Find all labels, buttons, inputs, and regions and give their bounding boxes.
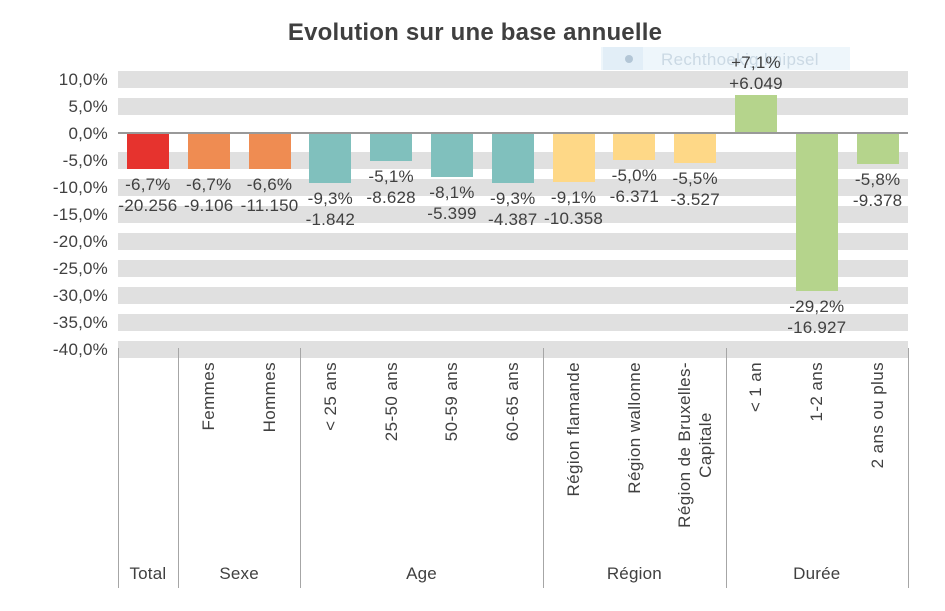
y-axis-tick-label: 5,0% [68,96,108,116]
category-label: Hommes [260,362,280,433]
y-axis-tick-label: 10,0% [58,69,108,89]
bar [126,133,169,170]
bar-abs-label: -16.927 [787,317,847,337]
bar-pct-label: -6,6% [246,174,293,194]
bar-abs-label: -11.150 [240,195,299,215]
category-label: Région wallonne [624,362,644,494]
bar-pct-label: -5,1% [368,166,414,186]
bar [734,94,777,133]
group-separator-line [543,348,545,588]
chart-title: Evolution sur une base annuelle [287,19,663,46]
bar-pct-label: -8,1% [429,182,475,202]
y-axis-tick-label: -40,0% [52,339,108,359]
bar-pct-label: +7,1% [731,52,781,72]
bar-abs-label: -20.256 [118,196,178,216]
bar [856,133,899,165]
bar-pct-label: -9,3% [490,189,536,209]
bar-pct-label: -5,5% [672,168,718,188]
bar-pct-label: -9,3% [307,189,354,209]
bar-pct-label: -6,7% [125,175,171,195]
bar [552,133,595,183]
ghost-icon-box [603,47,643,70]
gridline-band [117,232,908,250]
bar [674,133,717,163]
category-label: < 25 ans [320,362,340,431]
bar-pct-label: -5,8% [854,170,901,190]
gridline-band [117,259,908,277]
gridline-band [117,340,908,358]
category-label: Femmes [199,362,219,431]
group-label: Région [606,564,662,583]
y-axis-tick-label: -25,0% [52,258,108,278]
gridline-band [117,97,908,115]
category-label: Région de Bruxelles- Capitale [675,362,716,528]
bar [491,133,534,184]
bar-abs-label: -5.399 [427,203,477,223]
y-axis-tick-label: -10,0% [52,177,108,197]
bar [430,133,473,177]
ghost-menu-item-label: Rechthoekig knipsel [661,50,819,69]
y-axis-tick-label: -35,0% [52,312,108,332]
bar [795,133,838,291]
group-label: Durée [793,564,841,583]
snipping-tool-ghost-menu-item[interactable]: Rechthoekig knipsel [601,47,850,70]
bar [613,133,656,160]
category-label: Région flamande [564,362,584,497]
bar-pct-label: -29,2% [789,296,845,316]
group-separator-line [178,348,180,588]
bar-pct-label: -6,7% [185,175,232,195]
category-label: 1-2 ans [807,362,827,422]
gridline-band [117,205,908,223]
y-axis-tick-label: -30,0% [52,285,108,305]
bar-abs-label: -8.628 [366,187,416,207]
bar-abs-label: -9.378 [852,191,903,211]
group-separator-line [725,348,727,588]
bar-pct-label: -9,1% [550,188,597,208]
y-axis-tick-label: -15,0% [52,204,108,224]
group-separator-line [299,348,301,588]
category-label: 25-50 ans [381,362,401,442]
zero-axis-line [117,131,908,134]
category-label: 60-65 ans [503,362,523,442]
bar-abs-label: -6.371 [609,187,660,206]
bar [309,133,352,184]
group-separator-line [117,348,119,588]
bar-abs-label: +6.049 [729,73,783,93]
group-separator-line [908,348,909,588]
group-label: Age [406,564,437,583]
bar [370,133,413,161]
bar-abs-label: -10.358 [544,209,604,229]
y-axis-tick-label: 0,0% [68,123,108,143]
bar-pct-label: -5,0% [611,166,658,185]
category-label: < 1 an [746,362,766,413]
y-axis-tick-label: -20,0% [52,231,108,251]
gridline-band [117,70,908,88]
gridline-band [117,313,908,331]
bar [187,133,230,170]
bar [248,133,291,169]
gridline-band [117,286,908,304]
bar-abs-label: -4.387 [488,210,538,230]
category-label: 50-59 ans [442,362,462,442]
y-axis-tick-label: -5,0% [62,150,108,170]
group-label: Total [129,564,167,583]
bar-abs-label: -1.842 [305,210,356,230]
bar-abs-label: -9.106 [184,196,234,216]
category-label: 2 ans ou plus [868,362,888,469]
bar-abs-label: -3.527 [670,189,720,209]
group-label: Sexe [219,564,259,583]
circle-dot-icon [625,55,633,63]
